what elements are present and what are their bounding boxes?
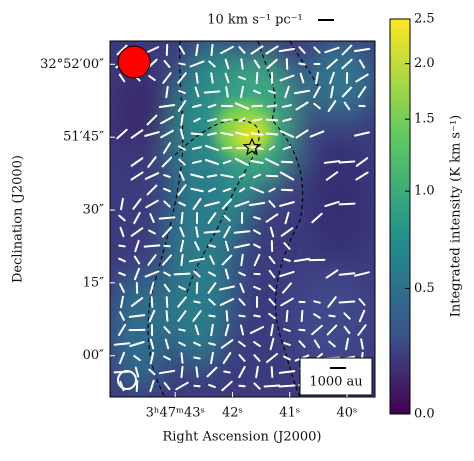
vector (145, 245, 160, 246)
colorbar-tick-label: 2.0 (414, 56, 435, 71)
vector (340, 273, 355, 274)
x-tick-label: 3ʰ47ᵐ43ˢ (146, 406, 205, 421)
vector (181, 213, 182, 223)
x-tick-label: 41ˢ (279, 406, 300, 421)
vector (239, 316, 244, 317)
vector (152, 297, 153, 307)
vector (302, 311, 303, 321)
x-tick-label: 40ˢ (336, 406, 357, 421)
vector (224, 372, 229, 373)
vector (212, 45, 213, 55)
vector (287, 311, 288, 321)
vector (267, 134, 278, 135)
vector (209, 316, 214, 317)
colorbar-tick-label: 0.5 (414, 281, 435, 296)
vector (340, 161, 355, 162)
vector (167, 311, 168, 321)
vector (205, 91, 220, 92)
vector (241, 255, 242, 265)
vector (272, 367, 273, 377)
vector (222, 148, 231, 149)
y-tick-label: 51′45″ (63, 130, 104, 145)
vector (314, 301, 320, 302)
colorbar (390, 19, 410, 414)
vector (252, 133, 263, 134)
vector (181, 353, 182, 363)
vector (268, 105, 277, 106)
vector (340, 302, 355, 303)
vector (196, 367, 197, 377)
vector (241, 59, 242, 68)
vector (329, 316, 334, 317)
vector (211, 73, 212, 82)
colorbar-tick-label: 0.0 (414, 407, 435, 422)
colorbar-tick-label: 1.0 (414, 184, 435, 199)
colorbar-tick-label: 1.5 (414, 112, 435, 127)
vector (196, 73, 197, 82)
vector (194, 302, 199, 303)
beam-marker (118, 46, 150, 78)
intensity-map (110, 40, 375, 397)
vector (267, 120, 278, 121)
vector (181, 367, 182, 377)
vector (181, 255, 182, 265)
colorbar-tick-label: 2.5 (414, 12, 435, 27)
vector (205, 231, 220, 232)
colorbar-label: Integrated intensity (K km s⁻¹) (449, 115, 464, 318)
vector (299, 63, 304, 64)
vector (254, 315, 260, 316)
vector (119, 246, 124, 247)
vector (160, 217, 175, 218)
vector (223, 119, 232, 120)
vector (137, 381, 138, 391)
vector-scale-label: 10 km s⁻¹ pc⁻¹ (207, 13, 303, 28)
vector (167, 297, 168, 307)
vector (239, 386, 244, 387)
vector (192, 133, 203, 134)
vector (175, 274, 190, 275)
vector (280, 385, 295, 386)
y-tick-label: 15″ (83, 275, 105, 290)
x-axis-label: Right Ascension (J2000) (162, 430, 321, 445)
vector (194, 358, 199, 359)
y-tick-label: 32°52′00″ (40, 57, 104, 72)
vector (227, 311, 228, 321)
vector (265, 385, 280, 386)
vector (257, 73, 258, 83)
y-tick-label: 30″ (83, 203, 105, 218)
vector (179, 63, 185, 64)
y-axis-label: Declination (J2000) (11, 155, 26, 283)
vector (267, 176, 277, 177)
length-scale-label: 1000 au (309, 375, 362, 390)
y-tick-label: 00″ (83, 348, 105, 363)
vector (179, 329, 185, 330)
vector (340, 204, 355, 205)
x-tick-label: 42ˢ (222, 406, 243, 421)
